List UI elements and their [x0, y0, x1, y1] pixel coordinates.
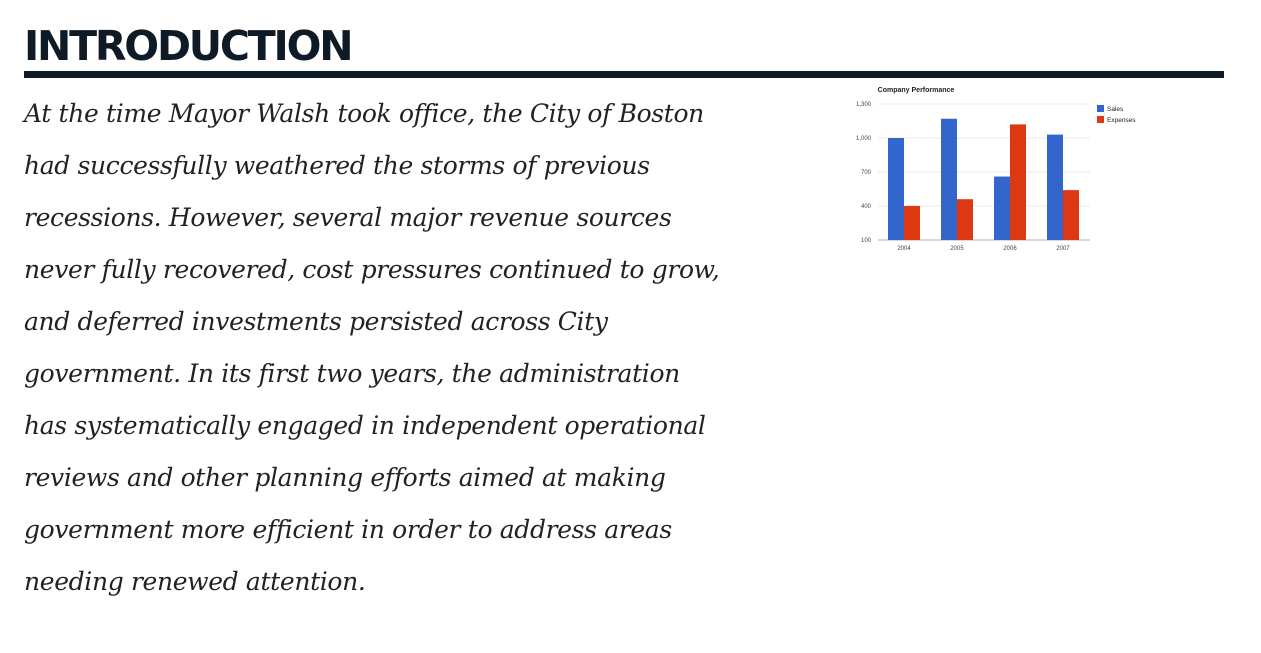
- y-tick-label: 1,300: [856, 102, 872, 108]
- bar-sales-2005: [941, 118, 957, 240]
- x-tick-label: 2007: [1056, 246, 1070, 252]
- x-tick-label: 2004: [897, 246, 911, 252]
- bar-expenses-2004: [904, 206, 920, 240]
- paragraph-line: government. In its first two years, the …: [24, 359, 680, 388]
- x-axis-labels: 2004 2005 2006 2007: [897, 246, 1070, 252]
- x-tick-label: 2005: [950, 246, 964, 252]
- y-tick-label: 1,000: [856, 136, 872, 142]
- y-tick-label: 400: [861, 204, 872, 210]
- bar-sales-2007: [1047, 134, 1063, 240]
- legend-label: Sales: [1107, 106, 1124, 113]
- bars: [888, 118, 1079, 240]
- company-performance-chart: Company Performance 1,300 1,000 700 400 100 …: [814, 82, 1176, 262]
- paragraph-line: reviews and other planning efforts aimed…: [24, 463, 666, 492]
- paragraph-line: has systematically engaged in independen…: [24, 411, 706, 440]
- paragraph-line: had successfully weathered the storms of…: [24, 151, 650, 180]
- paragraph-line: government more efficient in order to ad…: [24, 515, 672, 544]
- y-tick-label: 700: [861, 170, 872, 176]
- paragraph-line: needing renewed attention.: [24, 567, 366, 596]
- bar-chart-svg: Company Performance 1,3001,000700400100 …: [856, 87, 1136, 252]
- paragraph-line: and deferred investments persisted acros…: [24, 307, 608, 336]
- section-title: INTRODUCTION: [24, 22, 354, 70]
- bar-expenses-2006: [1010, 124, 1026, 240]
- legend-label: Expenses: [1107, 117, 1136, 124]
- bar-expenses-2007: [1063, 190, 1079, 240]
- paragraph-line: At the time Mayor Walsh took office, the…: [24, 99, 704, 128]
- y-tick-label: 100: [861, 238, 872, 244]
- legend: Sales Expenses: [1097, 105, 1136, 124]
- bar-sales-2006: [994, 176, 1010, 240]
- legend-swatch: [1097, 116, 1104, 123]
- x-tick-label: 2006: [1003, 246, 1017, 252]
- bar-sales-2004: [888, 138, 904, 240]
- title-divider: [24, 71, 1224, 78]
- paragraph-line: recessions. However, several major reven…: [24, 203, 672, 232]
- intro-paragraph: At the time Mayor Walsh took office, the…: [24, 88, 794, 608]
- bar-expenses-2005: [957, 199, 973, 240]
- legend-swatch: [1097, 105, 1104, 112]
- y-axis-ticks: 1,300 1,000 700 400 100: [856, 102, 872, 244]
- chart-title: Company Performance: [878, 87, 955, 94]
- paragraph-line: never fully recovered, cost pressures co…: [24, 255, 720, 284]
